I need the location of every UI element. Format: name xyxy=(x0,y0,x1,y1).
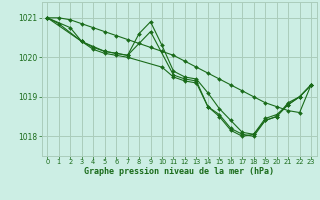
X-axis label: Graphe pression niveau de la mer (hPa): Graphe pression niveau de la mer (hPa) xyxy=(84,167,274,176)
